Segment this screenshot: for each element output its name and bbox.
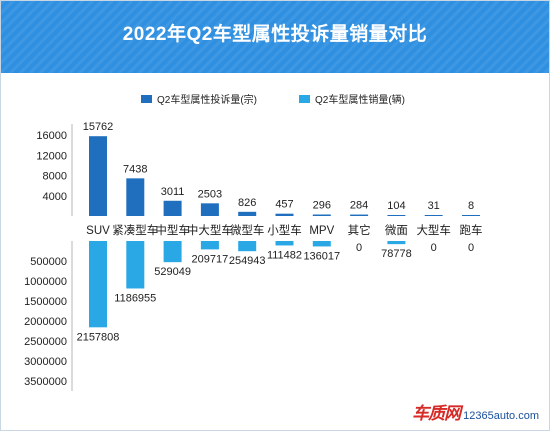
category-label: 微面	[385, 223, 408, 237]
lower-y-tick-label: 500000	[30, 256, 67, 268]
category-label: MPV	[309, 225, 334, 237]
bar-complaints	[163, 200, 182, 216]
lower-y-tick-label: 2500000	[24, 336, 67, 348]
bar-complaints	[238, 211, 257, 216]
data-label-complaints: 104	[387, 200, 405, 212]
bar-complaints	[350, 214, 369, 216]
legend-item-sales: Q2车型属性销量(辆)	[299, 91, 405, 106]
category-label: 紧凑型车	[112, 223, 158, 237]
data-label-sales: 1186955	[114, 292, 156, 304]
lower-y-tick-label: 1000000	[24, 276, 67, 288]
bar-sales	[200, 241, 219, 250]
data-label-sales: 78778	[381, 248, 412, 260]
data-label-sales: 2157808	[77, 331, 120, 343]
bar-sales	[275, 241, 294, 246]
bar-complaints	[312, 214, 331, 216]
data-label-sales: 529049	[154, 266, 191, 278]
data-label-sales: 0	[468, 242, 474, 254]
data-label-sales: 254943	[229, 255, 266, 267]
watermark-site: 12365auto.com	[463, 410, 539, 422]
data-label-complaints: 8	[468, 200, 474, 212]
data-label-complaints: 7438	[123, 163, 147, 175]
bar-sales	[312, 241, 331, 247]
bar-complaints	[126, 178, 145, 216]
legend-swatch-complaints	[141, 94, 152, 103]
data-label-complaints: 3011	[161, 186, 185, 198]
legend-swatch-sales	[299, 94, 310, 103]
data-label-sales: 0	[356, 242, 362, 254]
data-label-complaints: 2503	[198, 188, 222, 200]
bar-sales	[89, 241, 107, 328]
bar-complaints	[89, 136, 107, 216]
category-label: 大型车	[416, 223, 451, 237]
upper-y-tick-label: 16000	[36, 130, 67, 142]
title-bar: 2022年Q2车型属性投诉量销量对比	[1, 1, 549, 73]
bar-sales	[387, 241, 406, 245]
bar-sales	[126, 241, 145, 289]
watermark: 车质网 12365auto.com	[412, 399, 539, 424]
legend-item-complaints: Q2车型属性投诉量(宗)	[141, 91, 257, 106]
bar-sales	[163, 241, 182, 263]
bar-complaints	[200, 203, 219, 216]
data-label-sales: 209717	[192, 253, 229, 265]
upper-y-tick-label: 8000	[43, 171, 67, 183]
data-label-complaints: 457	[275, 199, 293, 211]
upper-y-tick-label: 4000	[43, 191, 67, 203]
data-label-sales: 0	[431, 242, 437, 254]
category-label: 中型车	[155, 223, 190, 237]
category-label: 跑车	[460, 223, 483, 237]
data-label-sales: 111482	[267, 249, 302, 261]
data-label-complaints: 296	[313, 200, 331, 212]
bar-complaints	[424, 215, 443, 216]
title-bar-pattern	[1, 1, 549, 73]
category-label: 小型车	[267, 223, 302, 237]
bar-complaints	[462, 215, 480, 216]
lower-y-tick-label: 2000000	[24, 316, 67, 328]
category-label: 中大型车	[187, 223, 233, 237]
bar-sales	[238, 241, 257, 252]
chart-title: 2022年Q2车型属性投诉量销量对比	[122, 24, 428, 45]
lower-y-tick-label: 3000000	[24, 356, 67, 368]
lower-y-tick-label: 3500000	[24, 376, 67, 388]
bar-complaints	[387, 215, 406, 216]
data-label-complaints: 31	[428, 200, 440, 212]
upper-y-tick-label: 12000	[36, 150, 67, 162]
category-label: 其它	[348, 223, 371, 237]
data-label-sales: 136017	[303, 250, 340, 262]
bar-complaints	[275, 213, 294, 216]
category-label: 微型车	[230, 223, 265, 237]
watermark-logo: 车质网	[412, 404, 461, 423]
data-label-complaints: 15762	[83, 121, 114, 133]
data-label-complaints: 284	[350, 200, 368, 212]
legend-label-complaints: Q2车型属性投诉量(宗)	[157, 95, 257, 106]
chart-legend: Q2车型属性投诉量(宗) Q2车型属性销量(辆)	[1, 91, 549, 106]
category-label: SUV	[86, 225, 110, 237]
legend-label-sales: Q2车型属性销量(辆)	[315, 95, 405, 106]
data-label-complaints: 826	[238, 197, 256, 209]
lower-y-tick-label: 1500000	[24, 296, 67, 308]
